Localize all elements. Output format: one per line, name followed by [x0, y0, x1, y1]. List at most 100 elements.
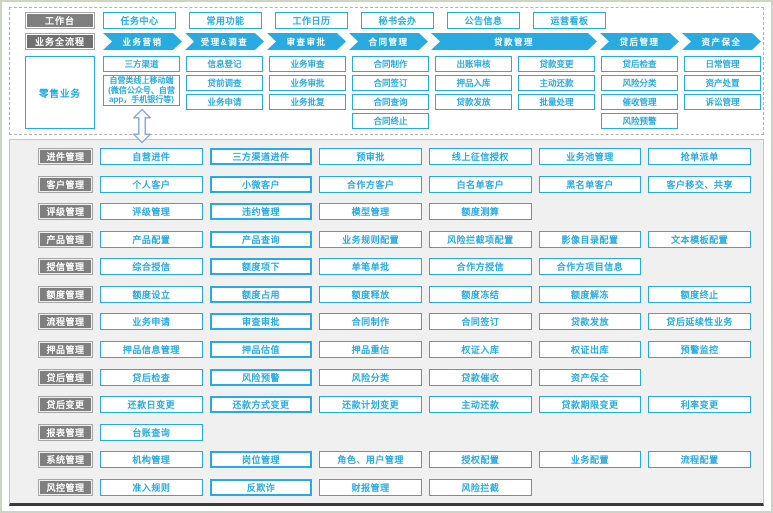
modules-panel: 进件管理 自营进件 三方渠道进件 预审批 线上征信授权 业务池管理 抢单派单 客户管理 个人客户…	[9, 139, 764, 506]
module-item: 权证出库	[538, 341, 642, 359]
module-label: 报表管理	[38, 423, 93, 441]
retail-item: 诉讼管理	[684, 94, 761, 110]
module-row: 评级管理 评级管理 违约管理 模型管理 额度测算	[38, 203, 751, 221]
retail-item: 贷后检查	[601, 56, 678, 72]
retail-item: 贷款发放	[435, 94, 512, 110]
module-item: 利率变更	[648, 396, 751, 414]
module-item: 还款计划变更	[319, 396, 422, 414]
module-item: 额度释放	[319, 285, 422, 303]
retail-column: 三方渠道 自营类线上移动端(微信公众号、自营app，手机银行等)	[103, 56, 180, 144]
module-item: 抢单派单	[648, 148, 751, 165]
module-item: 三方渠道进件	[209, 148, 313, 165]
module-item: 业务池管理	[538, 148, 642, 165]
module-item: 审查审批	[209, 313, 313, 331]
module-item: 风险分类	[319, 368, 422, 386]
retail-item: 日常管理	[684, 56, 761, 72]
module-item: 合作方授信	[428, 258, 532, 276]
retail-item: 自营类线上移动端(微信公众号、自营app，手机银行等)	[103, 75, 180, 106]
module-item: 资产保全	[538, 368, 642, 386]
module-item: 机构管理	[100, 451, 203, 469]
top-panel: 工作台 任务中心 常用功能 工作日历 秘书会办 公告信息 运营看板 业务全流程 业务营销受…	[9, 7, 764, 144]
up-down-arrow-icon	[132, 108, 151, 144]
module-row: 客户管理 个人客户 小微客户 合作方客户 白名单客户 黑名单客户 客户移交、共享	[38, 175, 751, 193]
module-item: 合作方项目信息	[538, 258, 642, 276]
module-item: 授权配置	[428, 451, 532, 469]
module-item: 押品信息管理	[100, 341, 203, 359]
module-item: 综合授信	[100, 258, 203, 276]
workbench-item: 运营看板	[533, 12, 606, 29]
module-item: 业务规则配置	[319, 230, 422, 248]
retail-column: 合同制作 合同签订 合同查询 合同终止	[352, 56, 429, 129]
retail-item: 风险预警	[601, 113, 678, 129]
module-label: 贷后管理	[38, 368, 93, 386]
module-item: 权证入库	[428, 341, 532, 359]
module-item: 额度解冻	[538, 285, 642, 303]
process-stage-arrow: 贷款管理	[431, 33, 597, 50]
retail-columns: 三方渠道 自营类线上移动端(微信公众号、自营app，手机银行等) 信息登记 贷前调查业…	[103, 56, 761, 144]
module-row: 进件管理 自营进件 三方渠道进件 预审批 线上征信授权 业务池管理 抢单派单	[38, 148, 751, 165]
module-item: 台账查询	[100, 423, 203, 441]
module-item: 黑名单客户	[538, 175, 642, 193]
workbench-label: 工作台	[25, 12, 95, 29]
module-item: 贷后检查	[100, 368, 203, 386]
module-item: 评级管理	[100, 203, 203, 221]
module-item: 个人客户	[100, 175, 203, 193]
module-item: 白名单客户	[428, 175, 532, 193]
module-label: 额度管理	[38, 285, 93, 303]
workbench-item: 工作日历	[275, 12, 348, 29]
module-item: 预警监控	[648, 341, 751, 359]
process-label: 业务全流程	[25, 33, 95, 50]
module-item: 额度设立	[100, 285, 203, 303]
retail-section: 零售业务 三方渠道 自营类线上移动端(微信公众号、自营app，手机银行等) 信息登记…	[25, 56, 761, 144]
module-label: 产品管理	[38, 230, 93, 248]
process-arrows: 业务营销 受理&调查 审查审批 合同管理 贷款管理 贷后管理 资产保全	[103, 33, 761, 50]
process-stage-arrow: 审查审批	[267, 33, 346, 50]
retail-item: 出账审核	[435, 56, 512, 72]
module-label: 客户管理	[38, 175, 93, 193]
module-row: 流程管理 业务申请 审查审批 合同制作 合同签订 贷款发放 贷后延续性业务	[38, 313, 751, 331]
module-item: 风险拦截项配置	[428, 230, 532, 248]
workbench-item: 任务中心	[103, 12, 176, 29]
module-label: 授信管理	[38, 258, 93, 276]
module-item: 反欺诈	[209, 478, 313, 496]
retail-item: 合同终止	[352, 113, 429, 129]
module-item: 贷款催收	[428, 368, 532, 386]
module-item: 合作方客户	[319, 175, 422, 193]
module-label: 流程管理	[38, 313, 93, 331]
module-item: 流程配置	[648, 451, 751, 469]
module-row: 报表管理 台账查询	[38, 423, 751, 441]
module-label: 进件管理	[38, 148, 93, 165]
workbench-row: 工作台 任务中心 常用功能 工作日历 秘书会办 公告信息 运营看板	[25, 12, 755, 29]
workbench-item: 常用功能	[189, 12, 262, 29]
module-item: 产品配置	[100, 230, 203, 248]
module-row: 产品管理 产品配置 产品查询 业务规则配置 风险拦截项配置 影像目录配置 文本模板配置	[38, 230, 751, 248]
retail-item: 贷前调查	[186, 75, 263, 91]
retail-item: 主动还款	[518, 75, 595, 91]
retail-column: 出账审核押品入库贷款发放	[435, 56, 512, 129]
module-item: 额度冻结	[428, 285, 532, 303]
module-item: 风险预警	[209, 368, 313, 386]
module-item: 业务申请	[100, 313, 203, 331]
process-stage-arrow: 资产保全	[682, 33, 761, 50]
module-item: 贷款期限变更	[538, 396, 642, 414]
process-stage-arrow: 合同管理	[349, 33, 428, 50]
process-row: 业务全流程 业务营销 受理&调查 审查审批 合同管理 贷款管理 贷后管理 资产保全	[25, 33, 755, 50]
module-row: 授信管理 综合授信 额度项下 单笔单批 合作方授信 合作方项目信息	[38, 258, 751, 276]
module-item: 押品重估	[319, 341, 422, 359]
retail-column: 贷款变更 主动还款 批量处理	[518, 56, 595, 129]
process-stage-arrow: 受理&调查	[185, 33, 264, 50]
module-row: 额度管理 额度设立 额度占用 额度释放 额度冻结 额度解冻 额度终止	[38, 285, 751, 303]
module-item: 还款日变更	[100, 396, 203, 414]
module-item: 线上征信授权	[428, 148, 532, 165]
retail-item: 风险分类	[601, 75, 678, 91]
module-item: 准入规则	[100, 478, 203, 496]
module-row: 风控管理 准入规则 反欺诈 财报管理 风险拦截	[38, 478, 751, 496]
module-label: 评级管理	[38, 203, 93, 221]
retail-column: 信息登记 贷前调查 业务申请	[186, 56, 263, 129]
module-label: 系统管理	[38, 451, 93, 469]
module-item: 贷后延续性业务	[648, 313, 751, 331]
retail-item: 合同查询	[352, 94, 429, 110]
retail-item: 押品入库	[435, 75, 512, 91]
module-item: 额度占用	[209, 285, 313, 303]
